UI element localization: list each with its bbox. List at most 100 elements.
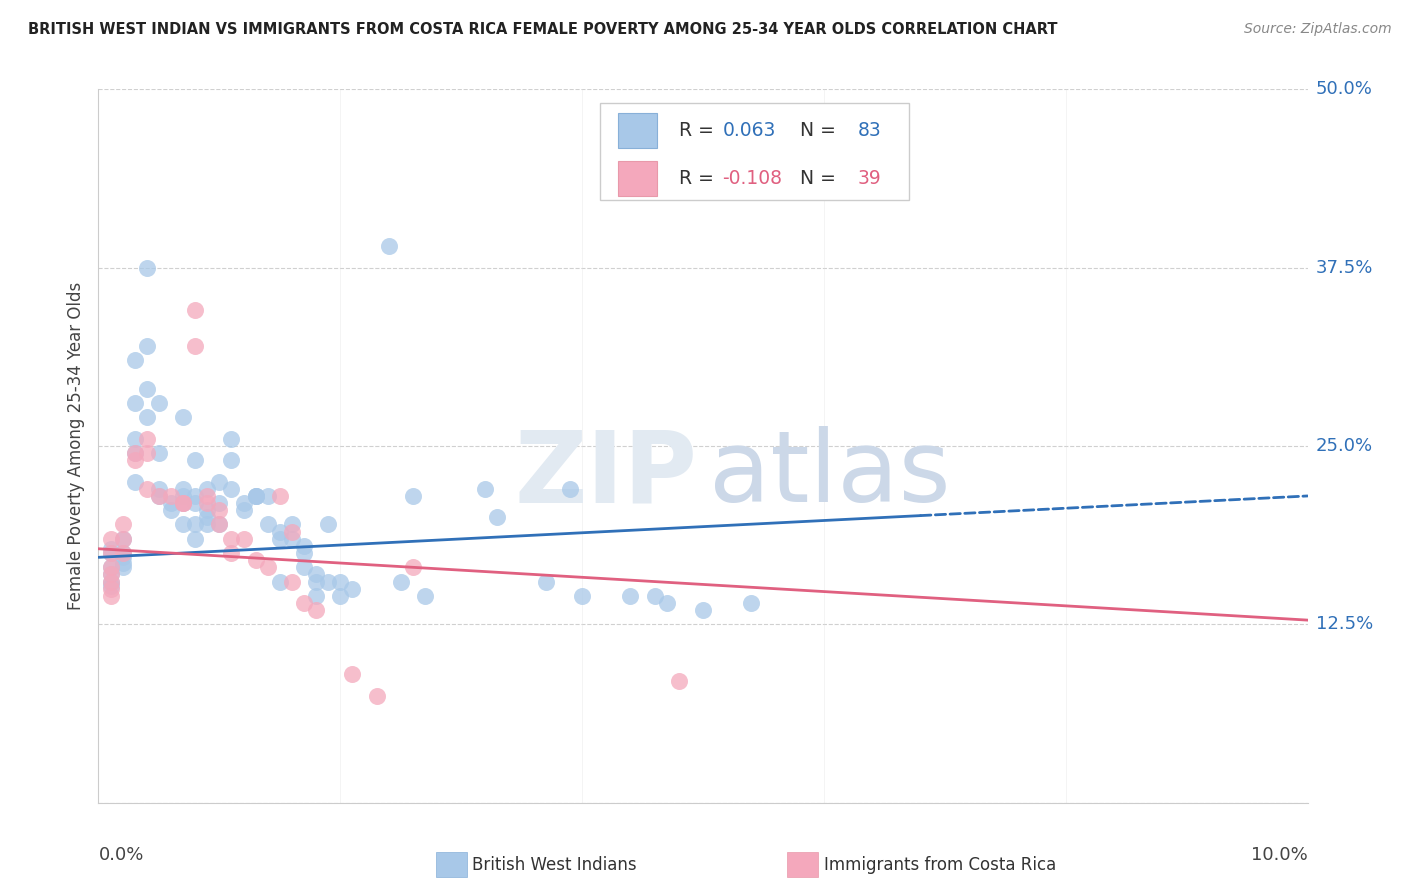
Point xyxy=(100,589,122,603)
Point xyxy=(232,496,254,510)
Point xyxy=(292,560,315,574)
Point xyxy=(100,582,122,596)
Point xyxy=(655,596,678,610)
Point xyxy=(377,239,399,253)
Text: ZIP: ZIP xyxy=(515,426,697,523)
Point xyxy=(305,567,328,582)
Point xyxy=(172,517,194,532)
Point xyxy=(305,589,328,603)
Point xyxy=(135,410,157,425)
Text: N =: N = xyxy=(787,169,842,188)
Point xyxy=(135,446,157,460)
Point xyxy=(389,574,412,589)
Point xyxy=(232,503,254,517)
Point xyxy=(195,489,218,503)
FancyBboxPatch shape xyxy=(619,161,657,195)
Point xyxy=(292,596,315,610)
Point xyxy=(644,589,666,603)
Point xyxy=(195,510,218,524)
Point xyxy=(305,603,328,617)
Point xyxy=(135,339,157,353)
Text: 39: 39 xyxy=(858,169,882,188)
Point xyxy=(100,574,122,589)
Point xyxy=(100,546,122,560)
Point xyxy=(111,560,134,574)
Point xyxy=(100,560,122,574)
Point xyxy=(740,596,762,610)
Point xyxy=(245,553,267,567)
Point xyxy=(124,475,146,489)
Text: 83: 83 xyxy=(858,121,882,140)
Point xyxy=(316,517,339,532)
Point xyxy=(208,503,231,517)
Point xyxy=(148,396,170,410)
Point xyxy=(124,353,146,368)
Point xyxy=(111,546,134,560)
Point xyxy=(281,574,304,589)
Point xyxy=(100,567,122,582)
Text: 37.5%: 37.5% xyxy=(1316,259,1374,277)
Point xyxy=(111,556,134,570)
Point xyxy=(256,517,278,532)
Point xyxy=(195,482,218,496)
Point xyxy=(195,517,218,532)
Point xyxy=(184,517,207,532)
Point xyxy=(269,489,291,503)
Point xyxy=(124,453,146,467)
Text: 25.0%: 25.0% xyxy=(1316,437,1374,455)
Text: R =: R = xyxy=(679,121,720,140)
Point xyxy=(172,496,194,510)
Point xyxy=(305,574,328,589)
Text: British West Indians: British West Indians xyxy=(472,856,637,874)
Point xyxy=(100,532,122,546)
Point xyxy=(100,579,122,593)
Point xyxy=(172,410,194,425)
Point xyxy=(135,382,157,396)
Point xyxy=(668,674,690,689)
Point xyxy=(100,567,122,582)
Point xyxy=(281,524,304,539)
Point xyxy=(160,489,183,503)
Point xyxy=(135,482,157,496)
Point xyxy=(100,546,122,560)
Point xyxy=(256,489,278,503)
Point xyxy=(292,546,315,560)
Point xyxy=(135,260,157,275)
Point xyxy=(619,589,641,603)
Point xyxy=(281,532,304,546)
Point xyxy=(184,303,207,318)
Point xyxy=(124,396,146,410)
Point xyxy=(148,489,170,503)
Point xyxy=(111,532,134,546)
Point xyxy=(256,560,278,574)
Text: BRITISH WEST INDIAN VS IMMIGRANTS FROM COSTA RICA FEMALE POVERTY AMONG 25-34 YEA: BRITISH WEST INDIAN VS IMMIGRANTS FROM C… xyxy=(28,22,1057,37)
Point xyxy=(195,503,218,517)
Point xyxy=(184,453,207,467)
Point xyxy=(184,532,207,546)
Point xyxy=(221,546,243,560)
Text: -0.108: -0.108 xyxy=(723,169,782,188)
Text: N =: N = xyxy=(787,121,842,140)
Point xyxy=(100,560,122,574)
Point xyxy=(413,589,436,603)
Point xyxy=(111,517,134,532)
Point xyxy=(534,574,557,589)
Point xyxy=(269,524,291,539)
Point xyxy=(148,446,170,460)
Point xyxy=(269,574,291,589)
Point xyxy=(172,482,194,496)
Text: 50.0%: 50.0% xyxy=(1316,80,1372,98)
Point xyxy=(208,475,231,489)
Text: 12.5%: 12.5% xyxy=(1316,615,1374,633)
Point xyxy=(474,482,496,496)
Point xyxy=(208,496,231,510)
Point xyxy=(316,574,339,589)
Point xyxy=(571,589,593,603)
Text: Immigrants from Costa Rica: Immigrants from Costa Rica xyxy=(824,856,1056,874)
Point xyxy=(329,589,352,603)
Point xyxy=(184,339,207,353)
Point xyxy=(329,574,352,589)
Point xyxy=(269,532,291,546)
Text: 10.0%: 10.0% xyxy=(1251,846,1308,863)
Point xyxy=(172,489,194,503)
